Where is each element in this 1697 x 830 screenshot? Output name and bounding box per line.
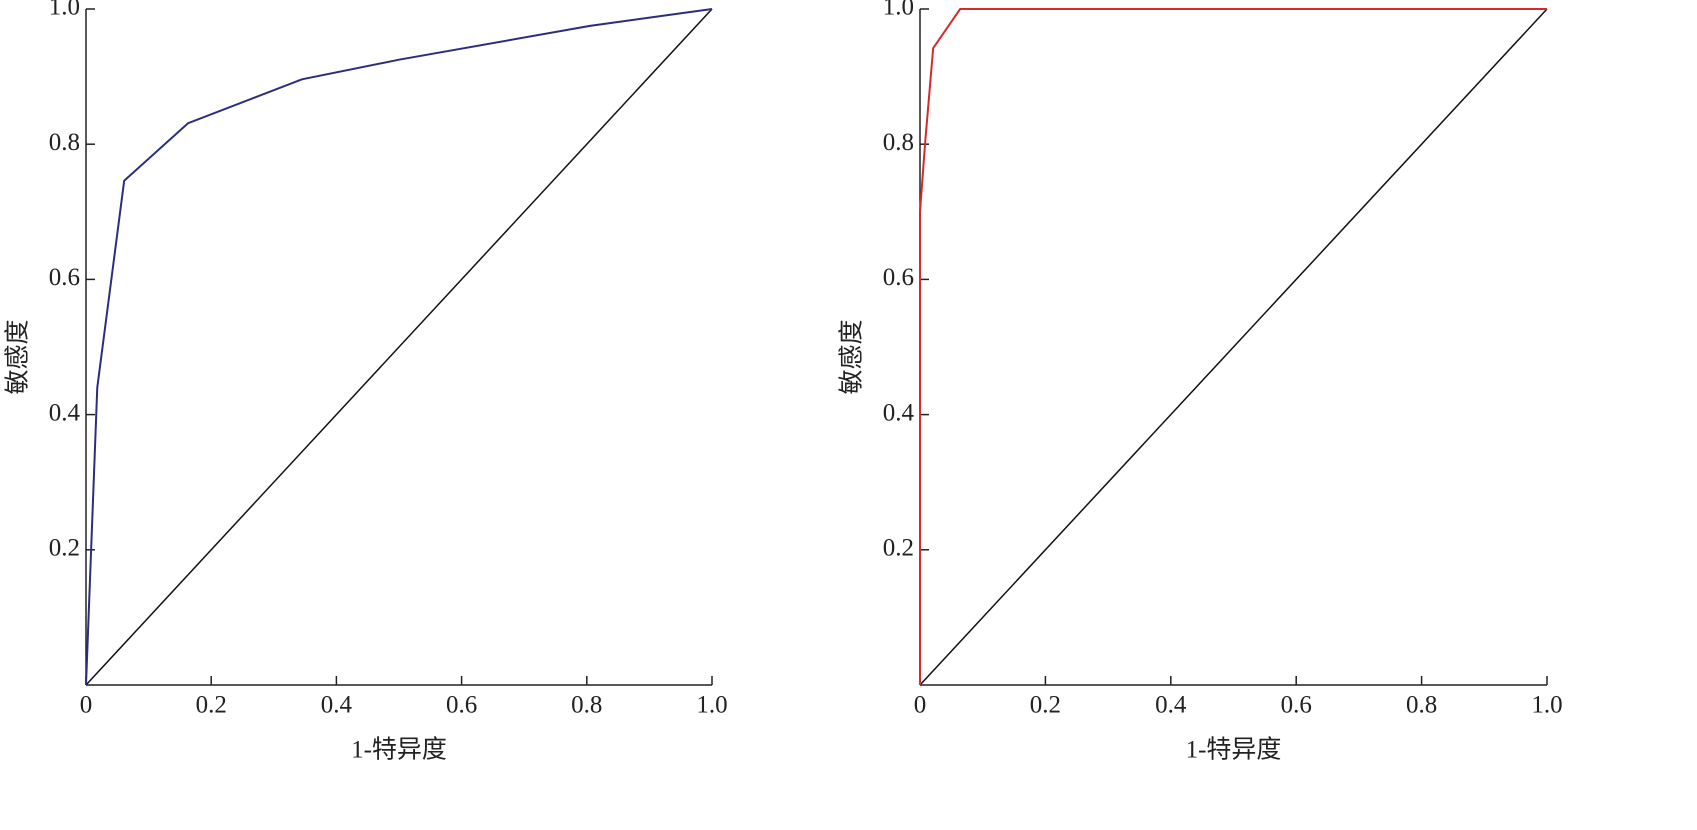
x-tick-label: 0.2 — [196, 692, 227, 719]
y-tick-label: 0.6 — [883, 264, 914, 291]
reference-line — [85, 8, 713, 686]
y-tick-label: 0.8 — [49, 129, 80, 156]
y-axis-title: 敏感度 — [4, 319, 32, 394]
x-tick-label: 0.8 — [1406, 692, 1437, 719]
x-tick-label: 0.6 — [446, 692, 477, 719]
x-tick-label: 0.6 — [1281, 692, 1312, 719]
x-axis-title: 1-特异度 — [351, 736, 447, 764]
y-tick-label: 1.0 — [883, 0, 914, 21]
y-tick-label: 0.2 — [883, 535, 914, 562]
x-axis-title: 1-特异度 — [1186, 736, 1282, 764]
x-tick-label: 0.4 — [1155, 692, 1187, 719]
x-tick-label: 0.2 — [1030, 692, 1061, 719]
x-tick-label: 0 — [914, 692, 927, 719]
roc-curve — [919, 8, 1547, 685]
y-tick-label: 0.4 — [49, 399, 81, 426]
y-tick-label: 0.8 — [883, 129, 914, 156]
x-tick-label: 1.0 — [1531, 692, 1562, 719]
x-tick-label: 0.8 — [571, 692, 602, 719]
y-axis-title: 敏感度 — [838, 319, 866, 394]
y-tick-label: 0.2 — [49, 535, 80, 562]
x-tick-label: 0 — [80, 692, 93, 719]
y-tick-label: 0.4 — [883, 399, 915, 426]
y-tick-label: 0.6 — [49, 264, 80, 291]
y-tick-label: 1.0 — [49, 0, 80, 21]
x-tick-label: 1.0 — [696, 692, 727, 719]
reference-line — [919, 8, 1548, 686]
roc-curve — [85, 8, 713, 686]
x-tick-label: 0.4 — [321, 692, 353, 719]
